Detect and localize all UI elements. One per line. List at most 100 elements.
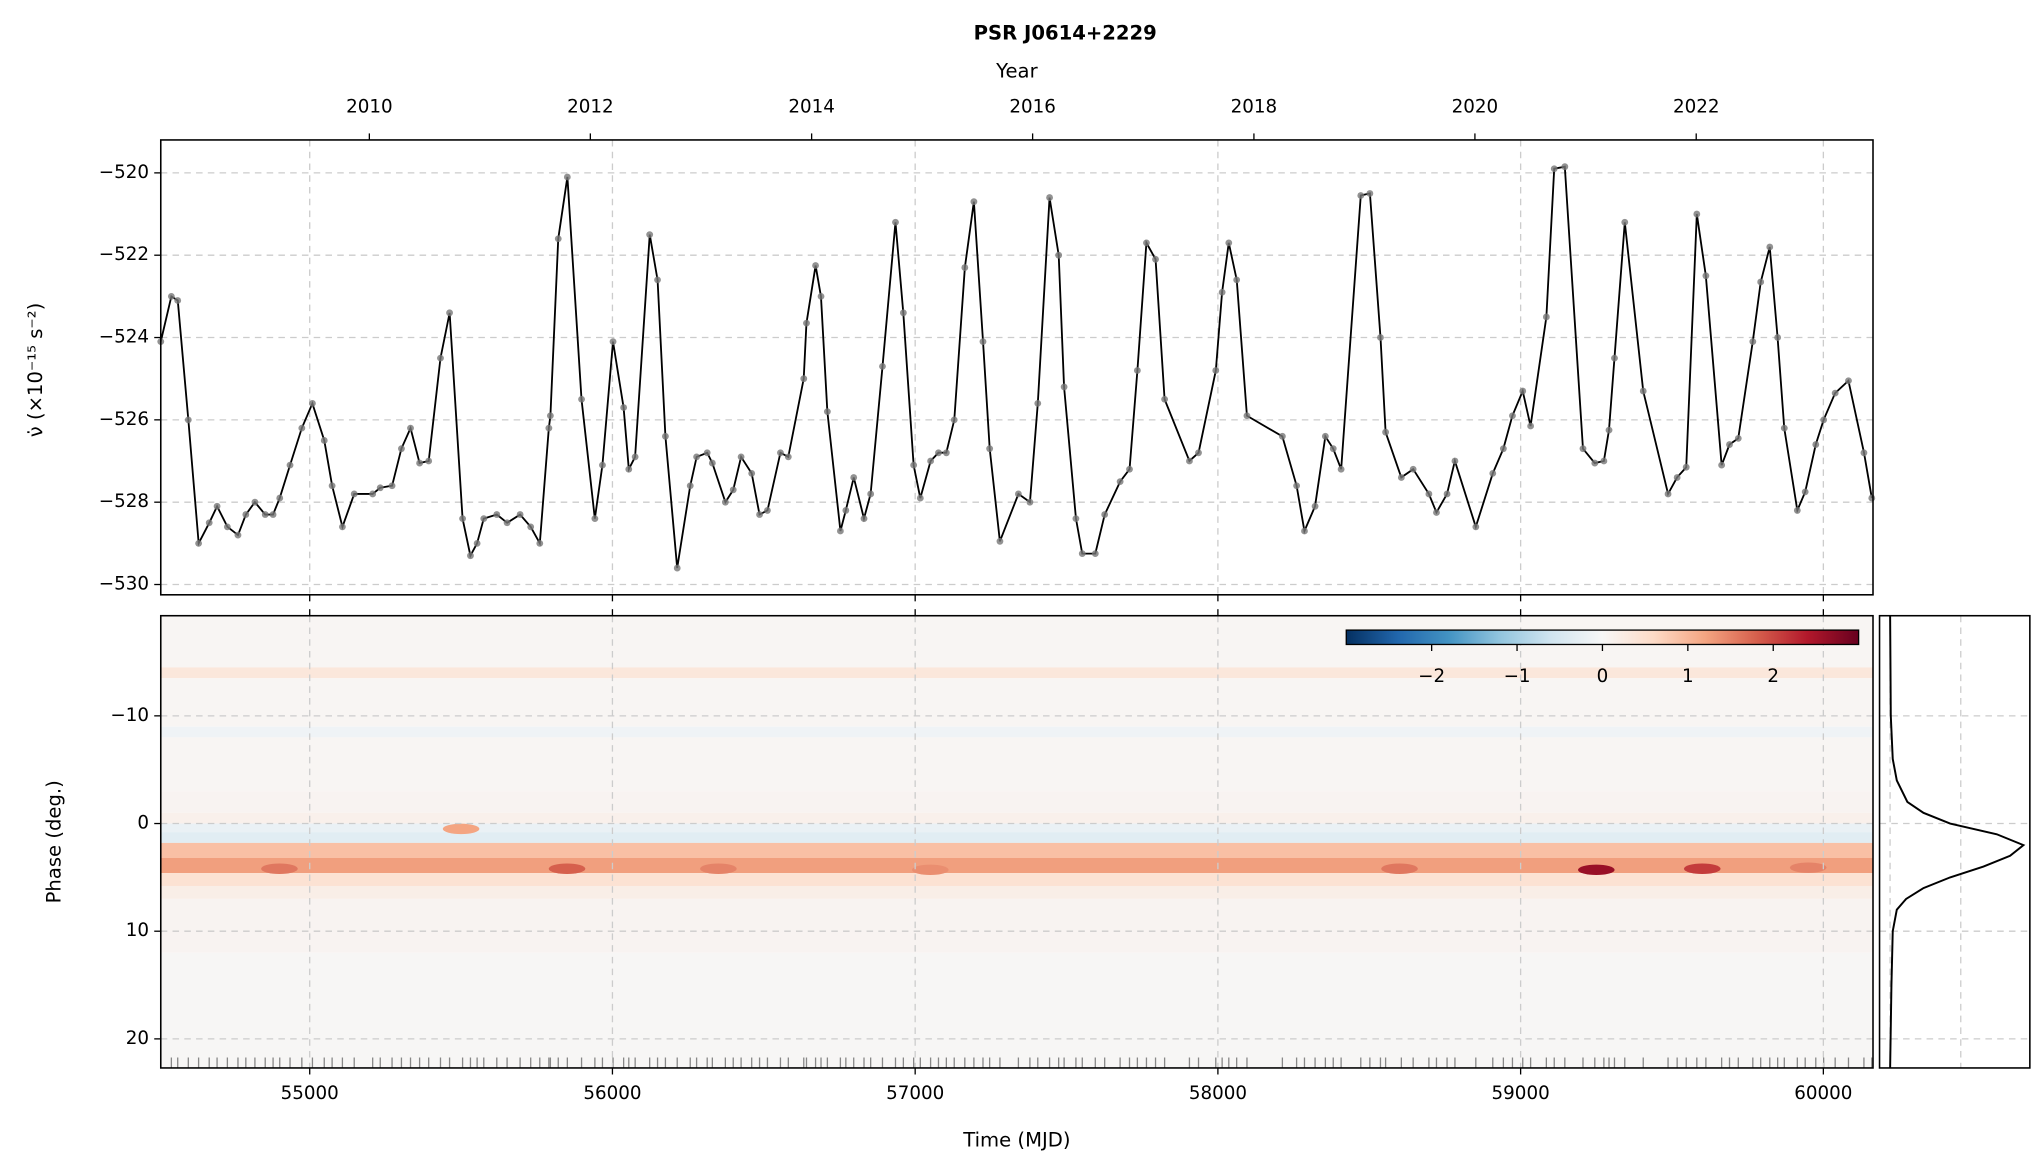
data-point (1682, 463, 1690, 471)
data-point (446, 309, 453, 317)
data-point (1133, 367, 1141, 374)
heatmap-band (160, 832, 1874, 843)
data-point (376, 484, 384, 492)
data-point (777, 449, 784, 457)
data-point (599, 461, 606, 469)
data-point (800, 375, 808, 383)
data-point (437, 354, 444, 362)
data-point (1639, 387, 1647, 395)
data-point (1425, 490, 1433, 498)
heatmap-band (160, 857, 1874, 874)
data-point (1757, 278, 1765, 286)
data-point (1143, 239, 1150, 247)
data-point (823, 408, 831, 416)
y-tick-label: −528 (99, 491, 149, 512)
data-point (1780, 424, 1788, 432)
x2-axis-label: Year (995, 59, 1038, 82)
data-point (1693, 210, 1701, 218)
x-tick-label: 59000 (1492, 1083, 1550, 1104)
data-point (339, 523, 346, 531)
heatmap-spot (1578, 864, 1615, 876)
x-tick-label: 60000 (1794, 1083, 1852, 1104)
data-point (748, 469, 756, 477)
data-point (1499, 445, 1507, 453)
data-point (1055, 251, 1063, 259)
data-point (503, 519, 511, 527)
data-point (195, 539, 203, 547)
data-point (662, 432, 669, 440)
data-point (910, 461, 918, 469)
heatmap-spot (1683, 863, 1721, 874)
data-point (473, 539, 481, 547)
data-point (1550, 165, 1558, 173)
data-point (1091, 550, 1099, 558)
colorbar-tick-label: −2 (1418, 666, 1445, 687)
data-point (654, 276, 661, 284)
data-point (899, 309, 907, 317)
data-point (1377, 334, 1384, 341)
data-point (836, 527, 844, 535)
data-point (1579, 445, 1587, 453)
colorbar-tick-label: 1 (1682, 666, 1694, 687)
data-point (184, 416, 192, 424)
data-line (159, 165, 1873, 569)
data-point (174, 297, 182, 304)
data-point (1078, 550, 1086, 558)
chart-title: PSR J0614+2229 (974, 22, 1157, 45)
data-point (942, 449, 950, 457)
frame (159, 139, 1874, 596)
data-point (703, 449, 711, 457)
frame (159, 614, 1874, 1069)
data-point (961, 264, 969, 271)
data-point (721, 498, 729, 506)
heatmap-band (160, 737, 1874, 792)
data-point (996, 537, 1004, 545)
data-point (1766, 243, 1774, 251)
data-point (970, 198, 978, 206)
data-point (480, 515, 488, 523)
data-point (261, 511, 269, 518)
data-point (1116, 478, 1124, 486)
data-point (554, 235, 562, 243)
y-tick-label: −524 (99, 327, 149, 348)
x-axis-label: Time (MJD) (962, 1129, 1070, 1152)
data-point (546, 412, 554, 420)
data-point (276, 494, 284, 502)
data-point (764, 507, 771, 514)
data-point (167, 292, 175, 300)
profile-line (1889, 615, 2026, 1068)
data-point (892, 218, 899, 226)
data-point (1409, 465, 1417, 473)
data-point (286, 461, 294, 469)
heatmap-band (160, 812, 1874, 824)
data-point (1749, 338, 1757, 346)
data-point (646, 231, 654, 239)
data-point (1472, 523, 1480, 531)
heatmap-spot (1789, 862, 1827, 873)
heatmap-band (160, 823, 1874, 833)
data-point (784, 453, 792, 461)
y-tick-label: 10 (126, 920, 149, 941)
data-point (1509, 412, 1516, 420)
data-point (298, 424, 306, 432)
heatmap-spot (442, 823, 480, 835)
data-point (737, 453, 745, 461)
data-point (425, 457, 433, 465)
data-point (223, 523, 231, 531)
colorbar-tick-label: 2 (1767, 666, 1779, 687)
data-point (1726, 441, 1733, 448)
data-point (1600, 457, 1608, 465)
data-point (729, 486, 737, 494)
data-point (563, 173, 571, 181)
data-point (1611, 354, 1618, 362)
heatmap-band (160, 791, 1874, 813)
data-point (1774, 334, 1782, 341)
heatmap-spot (700, 863, 737, 874)
data-point (1357, 192, 1365, 199)
data-point (1702, 272, 1710, 280)
y-tick-label: −530 (99, 574, 149, 595)
data-point (1161, 395, 1169, 403)
data-point (407, 424, 414, 432)
data-point (1366, 190, 1374, 197)
data-point (1278, 432, 1286, 440)
